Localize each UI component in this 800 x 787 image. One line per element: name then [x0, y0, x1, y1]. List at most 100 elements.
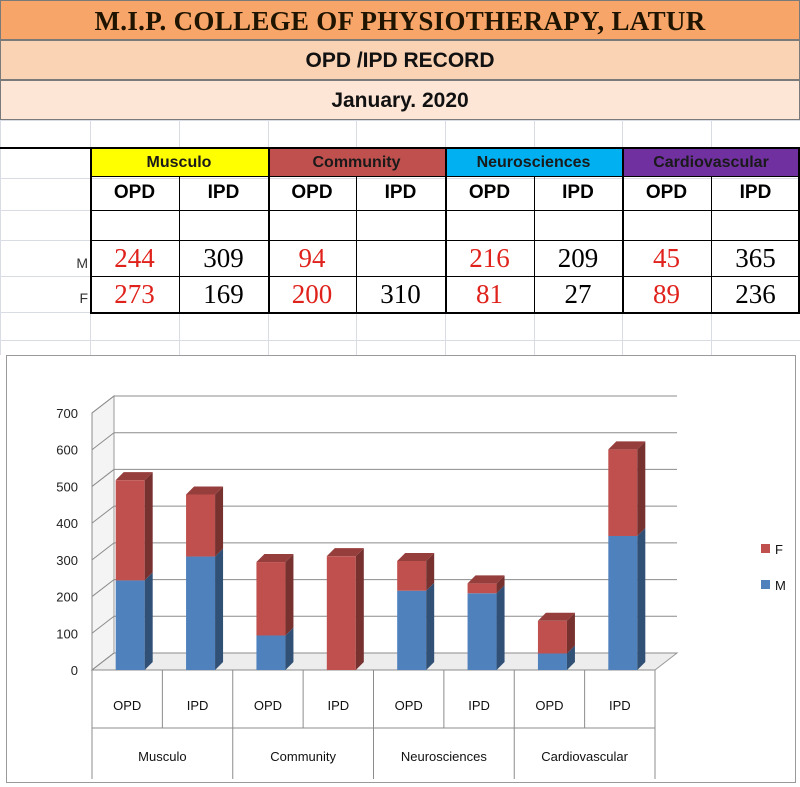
floor: [90, 652, 679, 671]
bar-f-side: [426, 552, 435, 591]
subheader-opd: OPD: [468, 182, 511, 203]
x-tick-label: OPD: [113, 698, 141, 713]
grid-line: [798, 147, 800, 314]
bar-f-front: [467, 583, 497, 594]
bar-f-front: [115, 480, 145, 581]
value-f-neuro-ipd: 27: [564, 279, 592, 309]
bar-m-front: [397, 590, 427, 670]
bar-top: [467, 575, 505, 584]
y-tick-label: 400: [56, 516, 78, 531]
bar-m-side: [566, 645, 575, 670]
subheader-opd: OPD: [113, 182, 156, 203]
bar-m-front: [467, 593, 497, 670]
grid-line: [356, 176, 357, 313]
grid-line: [622, 147, 624, 314]
legend-label-f: F: [775, 542, 783, 557]
x-group-label: Musculo: [138, 749, 186, 764]
month-title: January. 2020: [0, 80, 800, 120]
subheader-ipd: IPD: [739, 182, 772, 203]
value-f-musculo-ipd: 169: [203, 279, 244, 309]
y-tick-label: 600: [56, 443, 78, 458]
legend-label-m: M: [775, 578, 786, 593]
y-tick-label: 300: [56, 553, 78, 568]
bar-m-side: [426, 582, 435, 670]
value-f-neuro-opd: 81: [476, 279, 503, 309]
grid-line: [0, 178, 800, 179]
value-m-cardio-opd: 45: [653, 243, 680, 273]
grid-line: [445, 147, 447, 314]
bar-top: [186, 486, 224, 495]
value-f-musculo-opd: 273: [114, 279, 155, 309]
subheader-opd: OPD: [645, 182, 688, 203]
value-m-musculo-ipd: 309: [203, 243, 244, 273]
gridline: [91, 468, 677, 487]
bar-m-front: [186, 556, 216, 670]
grid-line: [179, 176, 180, 313]
x-tick-label: IPD: [609, 698, 631, 713]
value-f-community-ipd: 310: [380, 279, 421, 309]
header-neurosciences: Neurosciences: [445, 149, 622, 176]
bar-f-front: [186, 494, 216, 557]
grid-line: [0, 147, 800, 149]
bar-f-side: [637, 441, 646, 536]
subheader-ipd: IPD: [207, 182, 240, 203]
value-m-musculo-opd: 244: [114, 243, 155, 273]
x-tick-label: IPD: [327, 698, 349, 713]
bar-top: [537, 612, 575, 621]
gridline: [91, 579, 677, 597]
bar-f-side: [355, 548, 364, 670]
bar-f-front: [537, 620, 567, 654]
stacked-column-chart: 0 100 200 300 400 500 600 700 OPD IPD OPD IPD OPD IPD…: [56, 394, 786, 779]
bar-m-side: [215, 548, 224, 670]
bar-top: [608, 441, 646, 450]
gridline: [91, 395, 677, 414]
chart-area: 0 100 200 300 400 500 600 700 OPD IPD OPD IPD OPD IPD…: [6, 355, 796, 783]
bar-f-side: [496, 575, 505, 594]
subheader-ipd: IPD: [384, 182, 417, 203]
subheader-ipd: IPD: [562, 182, 594, 203]
grid-line: [711, 176, 712, 313]
y-tick-label: 200: [56, 590, 78, 605]
grid-line: [90, 147, 92, 314]
record-title: OPD /IPD RECORD: [0, 40, 800, 80]
bar-f-front: [397, 560, 427, 591]
value-f-cardio-ipd: 236: [735, 279, 776, 309]
bar-m-side: [637, 527, 646, 670]
value-f-cardio-opd: 89: [653, 279, 680, 309]
bar-m-front: [537, 653, 567, 670]
x-tick-label: OPD: [254, 698, 282, 713]
value-m-community-opd: 94: [298, 243, 326, 273]
row-label-m: M: [76, 255, 88, 271]
x-group-label: Community: [270, 749, 336, 764]
bar-f-side: [144, 472, 153, 581]
header-community: Community: [268, 149, 445, 176]
x-tick-label: IPD: [468, 698, 490, 713]
grid-line: [534, 176, 535, 313]
gridline: [91, 505, 677, 524]
subheader-opd: OPD: [291, 182, 333, 203]
bar-f-front: [608, 449, 638, 536]
value-f-community-opd: 200: [291, 279, 333, 309]
x-tick-label: OPD: [535, 698, 563, 713]
side-wall: [91, 394, 115, 672]
x-tick-label: IPD: [187, 698, 209, 713]
row-label-f: F: [79, 290, 88, 306]
value-m-neuro-ipd: 209: [557, 243, 599, 273]
grid-line: [268, 147, 270, 314]
grid-line: [0, 120, 800, 121]
legend-swatch-f: [761, 544, 770, 553]
y-tick-label: 0: [71, 663, 78, 678]
x-tick-label: OPD: [395, 698, 423, 713]
grid-line: [0, 120, 1, 355]
bar-m-front: [256, 635, 286, 670]
y-tick-label: 100: [56, 626, 78, 641]
bar-m-side: [144, 572, 153, 670]
bar-f-side: [285, 554, 294, 636]
bar-f-side: [566, 612, 575, 654]
bar-m-front: [608, 535, 638, 670]
bar-m-side: [285, 627, 294, 670]
x-group-label: Cardiovascular: [541, 749, 628, 764]
bar-f-front: [326, 556, 356, 670]
bar-m-side: [496, 585, 505, 670]
bar-top: [326, 548, 364, 557]
